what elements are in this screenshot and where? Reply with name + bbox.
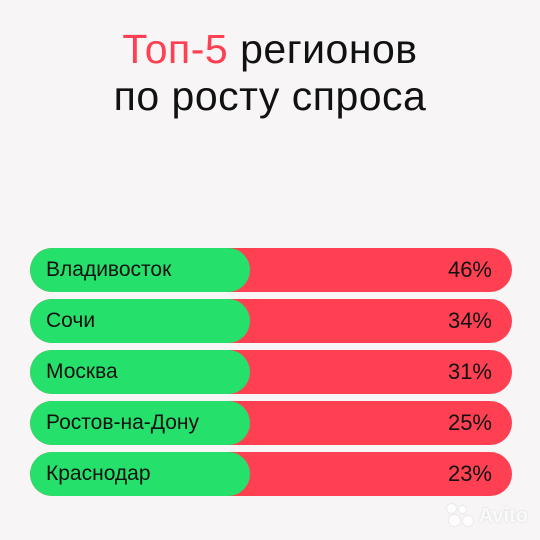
bar-row: Москва 31% — [30, 350, 512, 394]
bar-value-label: 25% — [447, 410, 492, 435]
bar-category-label: Ростов-на-Дону — [46, 411, 199, 434]
bar-row: Сочи 34% — [30, 299, 512, 343]
avito-watermark: Avito — [446, 504, 528, 528]
bar-label-pill — [30, 248, 250, 292]
title-line-1: Топ-5 регионов — [0, 26, 540, 73]
bar-value-label: 46% — [447, 257, 492, 282]
bar-value-label: 34% — [447, 308, 492, 333]
title-line-2: по росту спроса — [113, 73, 427, 119]
title-line-1-rest: регионов — [228, 26, 418, 72]
bar-category-label: Москва — [46, 360, 118, 383]
bar-label-pill — [30, 299, 250, 343]
bar-row: Краснодар 23% — [30, 452, 512, 496]
title-accent: Топ-5 — [122, 26, 229, 72]
bar-category-label: Сочи — [46, 309, 96, 332]
bar-row: Ростов-на-Дону 25% — [30, 401, 512, 445]
bar-list: Владивосток 46% Сочи 34% Москва 31% Ростов-на-… — [30, 248, 512, 503]
chart-title: Топ-5 регионов по росту спроса — [0, 26, 540, 120]
bar-value-label: 31% — [447, 359, 492, 384]
watermark-text: Avito — [478, 504, 528, 527]
bar-label-pill — [30, 401, 250, 445]
bar-value-label: 23% — [447, 461, 492, 486]
bar-category-label: Краснодар — [46, 462, 151, 485]
bar-row: Владивосток 46% — [30, 248, 512, 292]
bar-category-label: Владивосток — [46, 258, 172, 281]
avito-dots-icon — [446, 504, 475, 528]
bar-label-pill — [30, 452, 250, 496]
bar-label-pill — [30, 350, 250, 394]
